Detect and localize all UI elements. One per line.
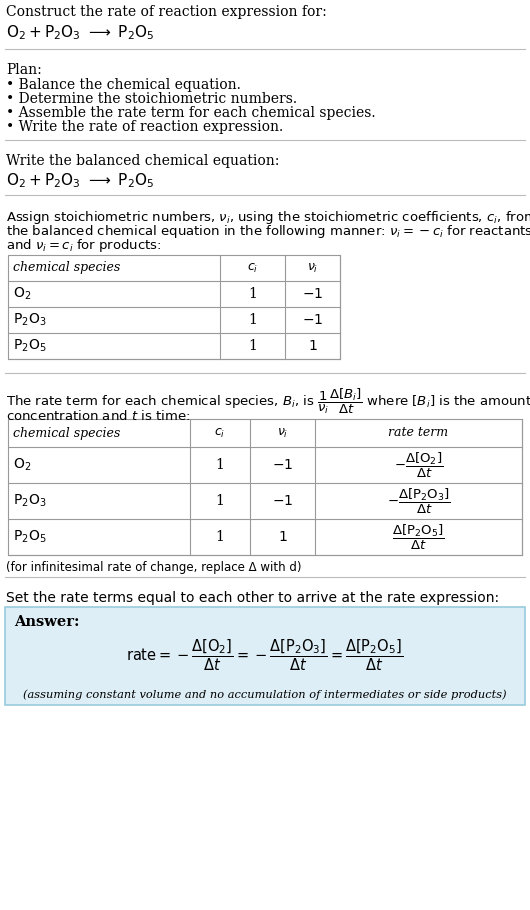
Text: Write the balanced chemical equation:: Write the balanced chemical equation: <box>6 154 279 168</box>
Text: 1: 1 <box>248 287 257 301</box>
Text: $\mathrm{rate} = -\dfrac{\Delta[\mathrm{O_2}]}{\Delta t} = -\dfrac{\Delta[\mathr: $\mathrm{rate} = -\dfrac{\Delta[\mathrm{… <box>127 637 403 672</box>
Text: Plan:: Plan: <box>6 63 42 77</box>
Text: (for infinitesimal rate of change, replace Δ with d): (for infinitesimal rate of change, repla… <box>6 561 302 574</box>
Text: chemical species: chemical species <box>13 261 120 275</box>
Text: chemical species: chemical species <box>13 427 120 440</box>
Text: 1: 1 <box>248 313 257 327</box>
Text: $1$: $1$ <box>308 339 317 353</box>
Text: $\mathrm{O_2 + P_2O_3 \ {\longrightarrow} \ P_2O_5}$: $\mathrm{O_2 + P_2O_3 \ {\longrightarrow… <box>6 171 154 189</box>
Text: concentration and $t$ is time:: concentration and $t$ is time: <box>6 409 190 423</box>
Bar <box>8 419 522 555</box>
Text: $\nu_i$: $\nu_i$ <box>277 427 288 440</box>
Text: 1: 1 <box>216 458 224 472</box>
Text: Set the rate terms equal to each other to arrive at the rate expression:: Set the rate terms equal to each other t… <box>6 591 499 605</box>
FancyBboxPatch shape <box>5 607 525 705</box>
Text: $-\dfrac{\Delta[\mathrm{P_2O_3}]}{\Delta t}$: $-\dfrac{\Delta[\mathrm{P_2O_3}]}{\Delta… <box>387 486 450 516</box>
Text: $1$: $1$ <box>278 530 287 544</box>
Text: 1: 1 <box>216 530 224 544</box>
Text: $c_i$: $c_i$ <box>214 427 226 440</box>
Text: $\mathrm{O_2}$: $\mathrm{O_2}$ <box>13 457 31 473</box>
Text: • Balance the chemical equation.: • Balance the chemical equation. <box>6 78 241 92</box>
Text: $-1$: $-1$ <box>272 494 293 508</box>
Text: The rate term for each chemical species, $B_i$, is $\dfrac{1}{\nu_i}\dfrac{\Delt: The rate term for each chemical species,… <box>6 387 530 416</box>
Text: $-1$: $-1$ <box>302 313 323 327</box>
Text: $-1$: $-1$ <box>302 287 323 301</box>
Text: Construct the rate of reaction expression for:: Construct the rate of reaction expressio… <box>6 5 327 19</box>
Text: 1: 1 <box>216 494 224 508</box>
Bar <box>8 255 340 359</box>
Text: rate term: rate term <box>388 427 448 440</box>
Text: and $\nu_i = c_i$ for products:: and $\nu_i = c_i$ for products: <box>6 237 162 254</box>
Text: $-1$: $-1$ <box>272 458 293 472</box>
Text: $\dfrac{\Delta[\mathrm{P_2O_5}]}{\Delta t}$: $\dfrac{\Delta[\mathrm{P_2O_5}]}{\Delta … <box>392 522 445 551</box>
Text: $\nu_i$: $\nu_i$ <box>307 261 318 275</box>
Text: $\mathrm{P_2O_3}$: $\mathrm{P_2O_3}$ <box>13 312 47 329</box>
Text: $-\dfrac{\Delta[\mathrm{O_2}]}{\Delta t}$: $-\dfrac{\Delta[\mathrm{O_2}]}{\Delta t}… <box>394 450 443 480</box>
Text: 1: 1 <box>248 339 257 353</box>
Text: (assuming constant volume and no accumulation of intermediates or side products): (assuming constant volume and no accumul… <box>23 689 507 700</box>
Text: $\mathrm{P_2O_3}$: $\mathrm{P_2O_3}$ <box>13 493 47 510</box>
Text: $\mathrm{P_2O_5}$: $\mathrm{P_2O_5}$ <box>13 338 47 354</box>
Text: $\mathrm{O_2 + P_2O_3 \ {\longrightarrow} \ P_2O_5}$: $\mathrm{O_2 + P_2O_3 \ {\longrightarrow… <box>6 23 154 42</box>
Text: • Determine the stoichiometric numbers.: • Determine the stoichiometric numbers. <box>6 92 297 106</box>
Text: $\mathrm{P_2O_5}$: $\mathrm{P_2O_5}$ <box>13 529 47 545</box>
Text: Assign stoichiometric numbers, $\nu_i$, using the stoichiometric coefficients, $: Assign stoichiometric numbers, $\nu_i$, … <box>6 209 530 226</box>
Text: • Assemble the rate term for each chemical species.: • Assemble the rate term for each chemic… <box>6 106 376 120</box>
Text: $c_i$: $c_i$ <box>247 261 258 275</box>
Text: • Write the rate of reaction expression.: • Write the rate of reaction expression. <box>6 120 283 134</box>
Text: $\mathrm{O_2}$: $\mathrm{O_2}$ <box>13 286 31 302</box>
Text: the balanced chemical equation in the following manner: $\nu_i = -c_i$ for react: the balanced chemical equation in the fo… <box>6 223 530 240</box>
Text: Answer:: Answer: <box>14 615 80 629</box>
